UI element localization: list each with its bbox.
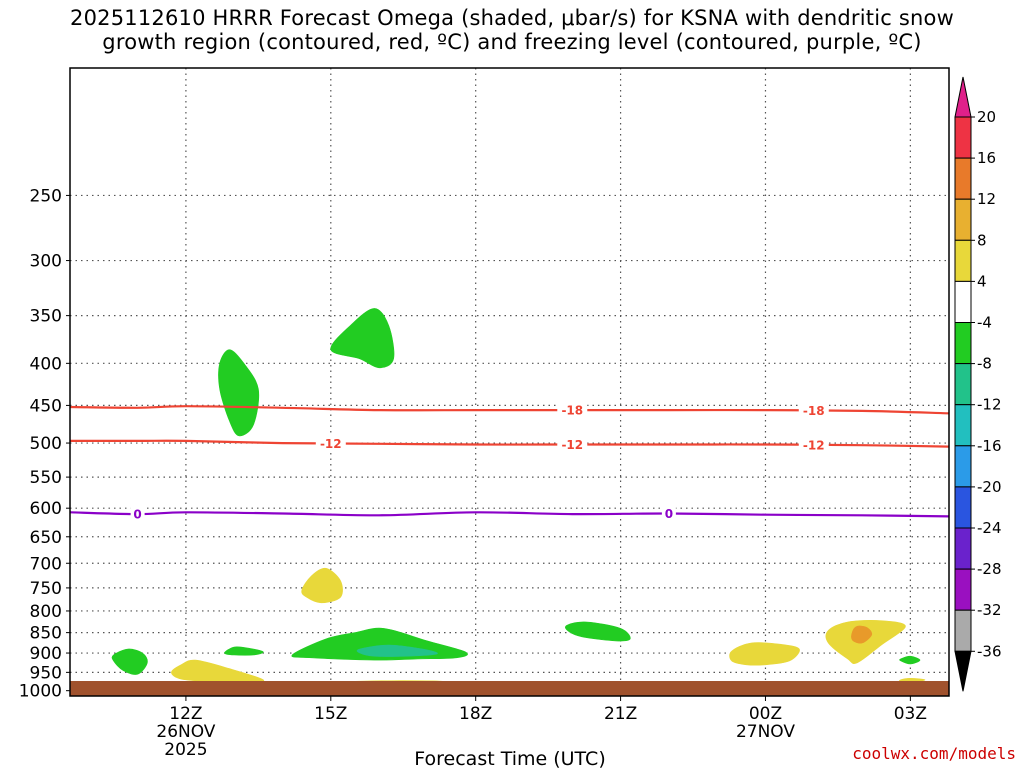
colorbar-swatch-11 <box>954 568 972 611</box>
colorbar-label--16: -16 <box>977 437 1002 455</box>
y-tick-label-650: 650 <box>30 528 62 548</box>
x-tick-label-18Z: 18Z <box>459 704 492 724</box>
isotherm-label-bg <box>798 437 829 452</box>
y-tick-label-1000: 1000 <box>19 682 62 702</box>
isotherm-0 <box>70 511 949 518</box>
colorbar-label-20: 20 <box>977 108 996 126</box>
y-tick-label-750: 750 <box>30 579 62 599</box>
isotherm-label--18: -18 <box>803 404 825 418</box>
isotherm-label--12: -12 <box>803 438 825 452</box>
y-tick-label-800: 800 <box>30 602 62 622</box>
x-tick-label-15Z: 15Z <box>314 704 347 724</box>
y-tick-label-500: 500 <box>30 434 62 454</box>
colorbar-swatch-8 <box>954 445 972 488</box>
y-tick-label-400: 400 <box>30 354 62 374</box>
colorbar-label--32: -32 <box>977 601 1002 619</box>
omega-region-5 <box>356 644 438 657</box>
isotherm-label--12: -12 <box>561 438 583 452</box>
isotherm-label-bg <box>798 403 829 418</box>
x-tick-date-27NOV: 27NOV <box>736 722 795 742</box>
colorbar-bottom-arrow <box>954 650 972 692</box>
colorbar-swatch-7 <box>954 404 972 447</box>
y-tick-label-900: 900 <box>30 644 62 664</box>
y-tick-label-450: 450 <box>30 396 62 416</box>
chart-title-line-1: 2025112610 HRRR Forecast Omega (shaded, … <box>70 6 954 30</box>
y-tick-label-250: 250 <box>30 186 62 206</box>
y-tick-label-300: 300 <box>30 252 62 272</box>
y-tick-label-600: 600 <box>30 499 62 519</box>
colorbar-label--24: -24 <box>977 519 1002 537</box>
x-tick-date-26NOV: 26NOV <box>156 722 215 742</box>
colorbar-label--12: -12 <box>977 396 1002 414</box>
x-tick-label-12Z: 12Z <box>169 704 202 724</box>
omega-region-8 <box>171 659 265 684</box>
site-credit: coolwx.com/models <box>852 744 1016 763</box>
colorbar-label--4: -4 <box>977 314 992 332</box>
isotherm-label--12: -12 <box>320 437 342 451</box>
y-tick-label-350: 350 <box>30 307 62 327</box>
colorbar-label-12: 12 <box>977 190 996 208</box>
surface-terrain <box>70 681 949 696</box>
colorbar-swatch-5 <box>954 322 972 365</box>
x-tick-label-00Z: 00Z <box>749 704 782 724</box>
isotherm-label-bg <box>557 403 588 418</box>
colorbar-swatch-0 <box>954 116 972 159</box>
isotherm-contours: -18 -18 -12 -12 -12 0 0 <box>70 403 949 522</box>
omega-shading <box>111 308 926 690</box>
isotherm-label-bg <box>661 506 676 521</box>
omega-region-9 <box>301 567 343 604</box>
colorbar-label--20: -20 <box>977 478 1002 496</box>
colorbar-swatch-9 <box>954 486 972 529</box>
colorbar-swatch-10 <box>954 527 972 570</box>
colorbar-label--8: -8 <box>977 355 992 373</box>
colorbar-top-arrow <box>954 76 972 118</box>
colorbar-swatch-3 <box>954 239 972 282</box>
isotherm-label-0: 0 <box>133 508 141 522</box>
chart-title-line-2: growth region (contoured, red, ºC) and f… <box>102 30 922 54</box>
isotherm-label-bg <box>130 507 145 522</box>
isotherm-label-bg <box>557 437 588 452</box>
colorbar-label--36: -36 <box>977 642 1002 660</box>
omega-region-7 <box>899 655 921 665</box>
y-tick-label-700: 700 <box>30 554 62 574</box>
colorbar-label-16: 16 <box>977 149 996 167</box>
y-tick-label-850: 850 <box>30 624 62 644</box>
isotherm-label--18: -18 <box>561 404 583 418</box>
isotherm-label-0: 0 <box>665 507 673 521</box>
colorbar-swatch-12 <box>954 609 972 652</box>
x-tick-year-2025: 2025 <box>164 740 207 760</box>
colorbar-label-4: 4 <box>977 272 987 290</box>
colorbar-swatch-6 <box>954 363 972 406</box>
colorbar-label--28: -28 <box>977 560 1002 578</box>
colorbar-swatch-2 <box>954 198 972 241</box>
x-tick-label-21Z: 21Z <box>604 704 637 724</box>
y-tick-label-550: 550 <box>30 468 62 488</box>
plot-frame <box>69 67 950 697</box>
colorbar: 20 16 12 8 4 -4 -8 -12 -16 -20 -24 -28 -32 -36 <box>954 76 1002 692</box>
omega-region-2 <box>218 349 260 437</box>
x-tick-label-03Z: 03Z <box>894 704 927 724</box>
grid-lines <box>70 68 949 696</box>
colorbar-label-8: 8 <box>977 231 987 249</box>
colorbar-swatch-4 <box>954 280 972 323</box>
terrain-band <box>70 681 949 696</box>
omega-region-13 <box>851 625 873 644</box>
omega-region-11 <box>729 642 800 666</box>
x-axis-label: Forecast Time (UTC) <box>414 748 605 768</box>
omega-region-6 <box>565 621 631 642</box>
omega-region-1 <box>224 646 264 656</box>
isotherm-label-bg <box>315 436 346 451</box>
y-axis: 2503003504004505005506006507007508008509… <box>19 186 70 702</box>
omega-region-12 <box>825 620 906 664</box>
colorbar-swatch-1 <box>954 157 972 200</box>
y-tick-label-950: 950 <box>30 663 62 683</box>
omega-region-0 <box>111 648 148 675</box>
omega-region-3 <box>330 308 395 369</box>
